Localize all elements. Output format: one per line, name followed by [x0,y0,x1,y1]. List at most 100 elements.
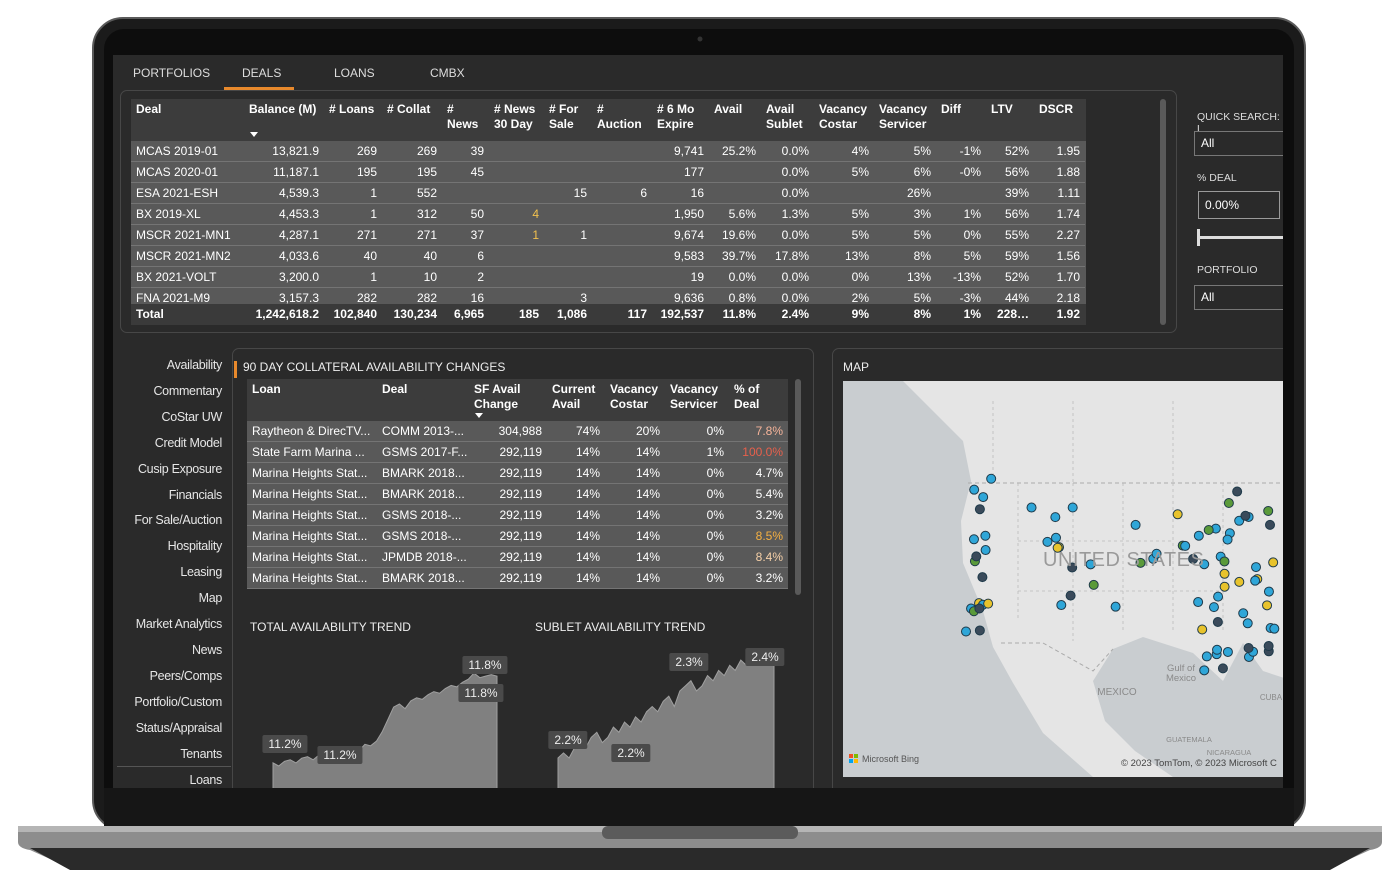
map-marker[interactable] [1135,557,1146,568]
map-marker[interactable] [1188,553,1199,564]
nav-item[interactable]: CoStar UW [161,409,222,424]
map-marker[interactable] [1265,519,1276,530]
column-header[interactable]: SF Avail Change [469,379,547,421]
map-marker[interactable] [1263,505,1274,516]
table-row[interactable]: Raytheon & DirecTV... COMM 2013-... 304,98… [247,421,788,442]
table-row[interactable]: Marina Heights Stat... BMARK 2018... 292,1… [247,568,788,589]
map-marker[interactable] [1085,559,1096,570]
map-marker[interactable] [1088,579,1099,590]
column-header[interactable]: Diff [941,102,961,116]
map-marker[interactable] [1208,602,1219,613]
map-marker[interactable] [1212,616,1223,627]
map-marker[interactable] [1212,644,1223,655]
map-marker[interactable] [961,626,972,637]
map-marker[interactable] [1203,524,1214,535]
nav-item[interactable]: Tenants [180,746,222,761]
map-marker[interactable] [1217,663,1228,674]
map-marker[interactable] [1219,556,1230,567]
column-header[interactable]: Vacancy Servicer [879,102,928,131]
map-marker[interactable] [1065,590,1076,601]
nav-item[interactable]: Credit Model [154,435,223,450]
map-marker[interactable] [1067,502,1078,513]
map[interactable]: UNITED STATES MEXICO Gulf of Mexico CUBA GUA… [843,381,1283,777]
quick-search-dropdown[interactable]: All [1194,131,1283,156]
column-header[interactable]: Loan [252,382,281,396]
nav-item[interactable]: For Sale/Auction [134,513,222,528]
column-header[interactable]: % of Deal [734,382,760,411]
map-marker[interactable] [1050,532,1061,543]
column-header[interactable]: Avail [714,102,743,116]
map-marker[interactable] [1026,502,1037,513]
scrollbar[interactable] [795,379,801,595]
map-marker[interactable] [1250,575,1261,586]
map-marker[interactable] [1222,646,1233,657]
map-marker[interactable] [1232,486,1243,497]
nav-item[interactable]: Cusip Exposure [137,461,222,476]
map-marker[interactable] [1056,600,1067,611]
map-marker[interactable] [1201,651,1212,662]
map-marker[interactable] [1222,534,1233,545]
map-marker[interactable] [1238,608,1249,619]
map-marker[interactable] [1213,591,1224,602]
map-marker[interactable] [968,534,979,545]
map-marker[interactable] [1151,548,1162,559]
map-marker[interactable] [1197,624,1208,635]
map-marker[interactable] [1180,540,1191,551]
map-marker[interactable] [1263,641,1274,652]
nav-item[interactable]: Financials [168,487,223,502]
column-header[interactable]: Avail Sublet [766,102,803,131]
map-marker[interactable] [974,504,985,515]
map-marker[interactable] [1240,510,1251,521]
map-marker[interactable] [1052,542,1063,553]
table-row[interactable]: BX 2021-VOLT 3,200.0 1 10 2 19 0.0% 0.0% 0% 13% -1… [131,267,1086,288]
table-row[interactable]: Marina Heights Stat... BMARK 2018... 292,1… [247,463,788,484]
slider-track[interactable] [1198,236,1283,239]
map-marker[interactable] [969,484,980,495]
map-marker[interactable] [971,551,982,562]
column-header[interactable]: Vacancy Costar [610,382,659,411]
map-marker[interactable] [1172,509,1183,520]
table-row[interactable]: MCAS 2020-01 11,187.1 195 195 45 177 0.0% 5% 6% -… [131,162,1086,183]
map-marker[interactable] [1243,642,1254,653]
map-marker[interactable] [1219,568,1230,579]
column-header[interactable]: Balance (M) [244,99,324,141]
nav-item[interactable]: News [191,642,222,657]
nav-item[interactable]: Loans [189,773,222,787]
map-marker[interactable] [1223,498,1234,509]
map-marker[interactable] [1199,559,1210,570]
map-marker[interactable] [974,603,985,614]
column-header[interactable]: # Collat [387,102,431,116]
column-header[interactable]: # News [447,102,479,131]
table-row[interactable]: Marina Heights Stat... GSMS 2018-... 292,1… [247,505,788,526]
table-row[interactable]: Marina Heights Stat... JPMDB 2018-... 292,… [247,547,788,568]
map-marker[interactable] [1193,530,1204,541]
column-header[interactable]: Deal [136,102,162,116]
table-row[interactable]: Marina Heights Stat... GSMS 2018-... 292,1… [247,526,788,547]
nav-item[interactable]: Availability [166,358,223,372]
tab[interactable]: CMBX [430,66,465,80]
map-marker[interactable] [1251,562,1262,573]
map-marker[interactable] [974,625,985,636]
map-marker[interactable] [1262,600,1273,611]
map-marker[interactable] [977,572,988,583]
tab[interactable]: PORTFOLIOS [133,66,211,80]
pct-deal-input[interactable]: 0.00% [1198,191,1280,219]
map-marker[interactable] [1199,665,1210,676]
column-header[interactable]: # Loans [329,102,375,116]
nav-item[interactable]: Market Analytics [135,617,223,631]
map-marker[interactable] [978,492,989,503]
nav-item[interactable]: Commentary [153,383,222,398]
table-row[interactable]: MCAS 2019-01 13,821.9 269 269 39 9,741 25.2% 0.… [131,141,1086,162]
nav-item[interactable]: Leasing [180,565,222,580]
map-marker[interactable] [1110,601,1121,612]
map-marker[interactable] [1067,562,1078,573]
nav-item[interactable]: Hospitality [167,539,223,554]
table-row[interactable]: MSCR 2021-MN2 4,033.6 40 40 6 9,583 39.7% 17.8%… [131,246,1086,267]
table-row[interactable]: ESA 2021-ESH 4,539.3 1 552 15 6 16 0.0% 26% 39% 1.… [131,183,1086,204]
nav-item[interactable]: Portfolio/Custom [134,694,222,709]
slider-thumb[interactable] [1197,229,1200,246]
map-marker[interactable] [1234,576,1245,587]
column-header[interactable]: # For Sale [549,102,579,131]
table-row[interactable]: FNA 2021-M9 3,157.3 282 282 16 3 9,636 0.8% 0.0%… [131,288,1086,304]
column-header[interactable]: Current Avail [552,382,596,411]
